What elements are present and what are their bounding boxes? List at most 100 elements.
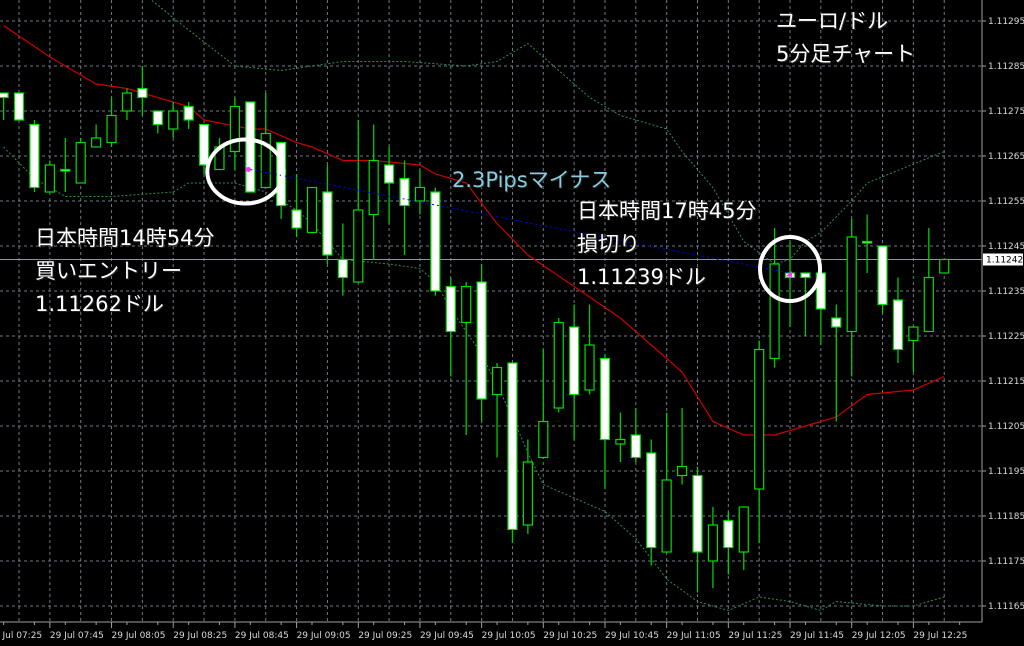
bearish-candle [337, 258, 348, 279]
bearish-candle [507, 362, 518, 531]
price-tick-label: 1.11175 [988, 557, 1024, 567]
bearish-candle [183, 105, 194, 121]
time-tick-label: 29 Jul 12:05 [852, 631, 906, 641]
price-tick-label: 1.11295 [988, 17, 1024, 27]
bullish-candle [306, 186, 318, 234]
bullish-candle [106, 114, 117, 144]
bearish-candle [831, 317, 842, 328]
bearish-candle [646, 452, 657, 549]
bullish-candle [923, 276, 934, 333]
bullish-candle [846, 236, 857, 333]
exit-marker [786, 271, 793, 277]
bullish-candle [168, 110, 179, 130]
bullish-candle [584, 344, 595, 391]
bearish-candle [892, 299, 904, 351]
time-tick-label: 29 Jul 09:05 [297, 631, 351, 641]
bearish-candle [322, 191, 333, 256]
time-tick-label: 29 Jul 10:25 [543, 631, 597, 641]
moving-average [3, 25, 945, 436]
time-tick-label: 29 Jul 07:25 [0, 631, 42, 641]
bearish-candle [152, 110, 163, 126]
current-price-box [983, 253, 1023, 266]
bearish-candle [630, 434, 641, 459]
time-tick-label: 29 Jul 12:25 [913, 631, 967, 641]
bullish-candle [553, 321, 564, 409]
price-tick-label: 1.11165 [988, 602, 1024, 612]
bullish-candle [368, 159, 379, 216]
bearish-candle [430, 191, 441, 292]
entry-highlight-circle [205, 137, 286, 206]
time-tick-label: 29 Jul 10:45 [605, 631, 659, 641]
bullish-candle [738, 506, 749, 553]
price-tick-label: 1.11215 [988, 377, 1024, 387]
price-tick-label: 1.11265 [988, 152, 1024, 162]
bullish-candle [229, 105, 240, 153]
bearish-candle [276, 141, 287, 207]
bearish-candle [877, 245, 888, 306]
entry-annotation: 日本時間14時54分 買いエントリー 1.11262ドル [35, 222, 214, 321]
symbol-label: ユーロ/ドル [776, 9, 889, 33]
bullish-candle [44, 164, 55, 193]
bullish-candle [908, 326, 919, 342]
price-tick-label: 1.11205 [988, 422, 1024, 432]
bearish-candle [476, 281, 487, 400]
time-tick-label: 29 Jul 11:05 [667, 631, 721, 641]
bullish-candle [522, 461, 533, 526]
entry-time: 日本時間14時54分 [35, 226, 215, 250]
price-tick-label: 1.11245 [988, 242, 1024, 252]
bearish-candle [445, 285, 456, 333]
exit-price: 1.11239ドル [577, 265, 706, 289]
time-tick-label: 29 Jul 09:25 [358, 631, 412, 641]
bearish-candle [137, 87, 148, 99]
bearish-candle [800, 272, 811, 279]
bearish-candle [399, 177, 410, 207]
upper-band-line [150, 0, 945, 265]
time-tick-label: 29 Jul 11:25 [728, 631, 782, 641]
chart-title-annotation: ユーロ/ドル 5分足チャート [776, 4, 915, 70]
bullish-candle [707, 524, 719, 562]
exit-annotation: 日本時間17時45分 損切り 1.11239ドル [577, 195, 756, 294]
bullish-candle [260, 132, 271, 189]
bearish-candle [60, 168, 71, 172]
time-tick-label: 29 Jul 08:45 [235, 631, 289, 641]
exit-type: 損切り [577, 232, 640, 256]
bullish-candle [461, 285, 472, 324]
bullish-candle [91, 137, 102, 148]
bullish-candle [121, 92, 133, 112]
result-annotation: 2.3Pipsマイナス [452, 168, 612, 192]
bearish-candle [692, 474, 703, 553]
timeframe-label: 5分足チャート [776, 42, 916, 66]
entry-price: 1.11262ドル [35, 292, 164, 316]
time-tick-label: 29 Jul 08:05 [112, 631, 166, 641]
price-tick-label: 1.11285 [988, 62, 1024, 72]
bollinger-bands [3, 0, 945, 612]
bearish-candle [569, 326, 580, 396]
exit-time: 日本時間17時45分 [577, 199, 757, 223]
bullish-candle [75, 141, 86, 184]
trade-line [250, 169, 791, 274]
bullish-candle [491, 366, 503, 396]
price-tick-label: 1.11225 [988, 332, 1024, 342]
entry-marker [245, 167, 251, 172]
time-tick-label: 29 Jul 09:45 [420, 631, 474, 641]
exit-highlight-circle [758, 235, 823, 303]
price-tick-label: 1.11195 [988, 467, 1024, 477]
bearish-candle [723, 519, 734, 549]
candles [0, 66, 950, 593]
bearish-candle [862, 240, 873, 244]
time-tick-label: 29 Jul 11:45 [790, 631, 844, 641]
time-tick-label: 29 Jul 07:45 [50, 631, 104, 641]
bullish-candle [414, 186, 426, 202]
price-tick-label: 1.11235 [988, 287, 1024, 297]
bearish-candle [198, 123, 210, 166]
bearish-candle [29, 123, 40, 189]
time-tick-label: 29 Jul 10:05 [482, 631, 536, 641]
bullish-candle [353, 209, 364, 283]
bullish-candle [676, 465, 688, 477]
entry-type: 買いエントリー [35, 259, 182, 283]
bearish-candle [0, 92, 9, 99]
bearish-candle [384, 164, 395, 184]
bearish-candle [599, 357, 611, 441]
